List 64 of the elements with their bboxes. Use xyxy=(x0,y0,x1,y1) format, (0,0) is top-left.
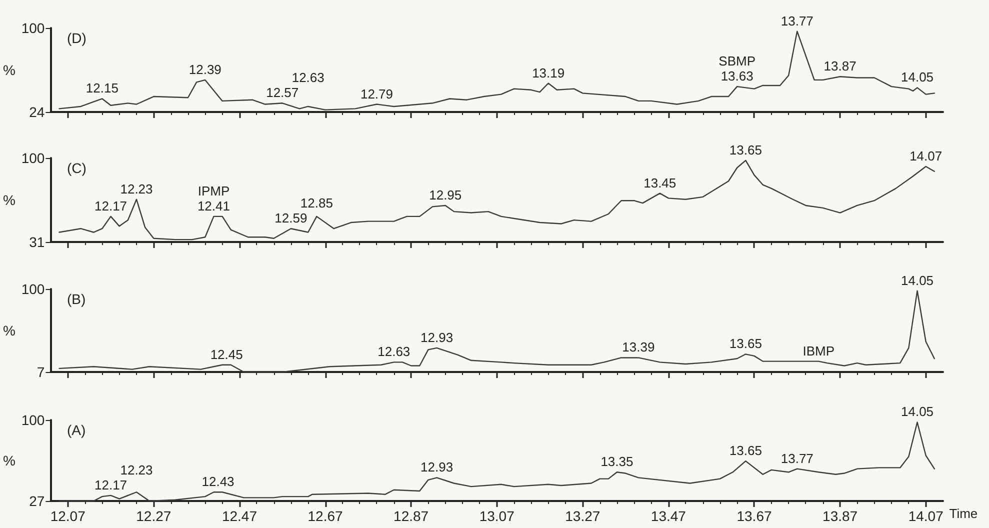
annotation: 12.63 xyxy=(292,70,324,86)
x-tick-label: 12.67 xyxy=(308,508,343,524)
y-axis-title: % xyxy=(2,452,16,468)
y-axis-title: % xyxy=(2,322,16,338)
annotation: 13.19 xyxy=(532,65,565,80)
annotation: 12.15 xyxy=(86,80,118,96)
y-tick-label: 7 xyxy=(36,364,45,380)
annotation: 12.41 xyxy=(197,198,230,214)
x-tick-label: 12.07 xyxy=(50,508,86,524)
annotation: 12.39 xyxy=(188,62,222,77)
annotation: 13.87 xyxy=(824,58,856,74)
annotation: 12.57 xyxy=(266,85,299,100)
annotation: IPMP xyxy=(198,183,230,198)
annotation: 13.77 xyxy=(780,450,814,466)
annotation: 13.65 xyxy=(729,142,762,158)
x-axis-title: Time xyxy=(949,506,978,521)
annotation: 12.23 xyxy=(120,462,153,478)
chart-title: (B) xyxy=(67,291,86,307)
annotation: 12.95 xyxy=(429,187,462,202)
annotation: 12.17 xyxy=(94,198,128,214)
y-tick-label: 100 xyxy=(21,412,45,428)
x-tick-label: 13.67 xyxy=(736,508,772,524)
chart-title: (C) xyxy=(67,160,86,176)
annotation: 12.79 xyxy=(360,86,394,102)
annotation: 13.39 xyxy=(622,340,655,355)
annotation: SBMP xyxy=(718,54,756,69)
y-tick-label: 24 xyxy=(29,104,45,120)
annotation: 12.63 xyxy=(378,344,410,360)
annotation: 14.05 xyxy=(900,272,934,288)
x-tick-label: 12.87 xyxy=(394,508,429,524)
annotation: 14.07 xyxy=(910,148,942,164)
y-tick-label: 100 xyxy=(21,281,45,297)
chart-title: (A) xyxy=(67,422,86,438)
annotation: 12.45 xyxy=(210,346,243,362)
x-tick-label: 13.27 xyxy=(565,508,600,524)
y-axis-title: % xyxy=(2,62,16,78)
y-tick-label: 31 xyxy=(29,234,45,250)
annotation: 12.85 xyxy=(300,196,333,211)
x-tick-label: 14.07 xyxy=(908,508,944,524)
annotation: 13.45 xyxy=(644,175,676,190)
y-tick-label: 27 xyxy=(29,493,45,509)
annotation: 13.65 xyxy=(729,336,762,352)
annotation: 14.05 xyxy=(900,70,934,85)
x-tick-label: 12.27 xyxy=(136,508,172,524)
annotation: IBMP xyxy=(802,343,834,358)
x-tick-label: 13.47 xyxy=(650,508,686,524)
x-tick-label: 13.07 xyxy=(479,508,515,524)
annotation: 13.63 xyxy=(720,68,754,84)
annotation: 12.93 xyxy=(420,460,454,475)
y-tick-label: 100 xyxy=(21,150,45,166)
chart-title: (D) xyxy=(67,30,86,46)
annotation: 12.23 xyxy=(120,181,153,196)
annotation: 13.65 xyxy=(729,443,762,458)
annotation: 12.43 xyxy=(202,474,234,490)
x-tick-label: 12.47 xyxy=(222,508,258,524)
annotation: 14.05 xyxy=(900,404,934,420)
y-tick-label: 100 xyxy=(21,20,45,36)
annotation: 13.77 xyxy=(780,13,814,28)
annotation: 12.17 xyxy=(94,477,128,492)
annotation: 12.93 xyxy=(420,330,454,345)
y-axis-title: % xyxy=(2,192,16,208)
annotation: 12.59 xyxy=(274,210,308,226)
x-tick-label: 13.87 xyxy=(822,508,858,524)
annotation: 13.35 xyxy=(600,454,634,470)
